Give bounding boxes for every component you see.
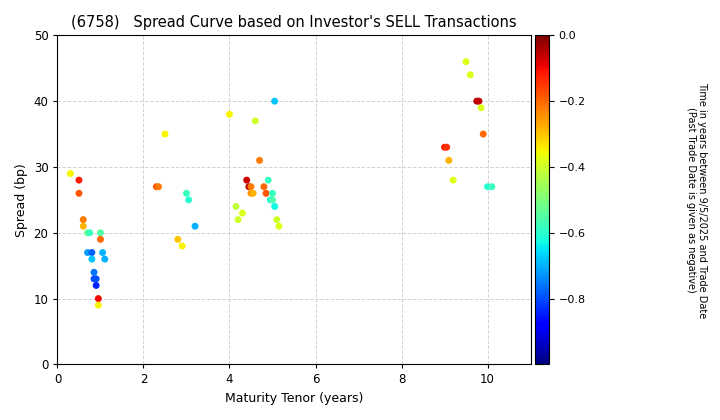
Point (243, 184, 255, 190)
Point (99, 256, 111, 262)
Point (183, 197, 194, 203)
Point (86, 249, 98, 256)
Point (78, 216, 89, 223)
Point (224, 111, 235, 118)
Point (261, 190, 272, 197)
Point (82, 249, 94, 256)
Point (172, 236, 184, 243)
Point (93, 302, 104, 309)
Point (73, 177, 85, 184)
Point (246, 184, 257, 190)
Y-axis label: Time in years between 9/5/2025 and Trade Date
(Past Trade Date is given as negat: Time in years between 9/5/2025 and Trade… (686, 82, 708, 318)
Point (482, 184, 493, 190)
Point (150, 184, 162, 190)
Point (176, 243, 188, 249)
Point (93, 295, 104, 302)
Point (477, 131, 489, 137)
Point (464, 71, 476, 78)
Point (460, 58, 472, 65)
Point (269, 203, 280, 210)
Point (471, 98, 482, 105)
Point (438, 144, 450, 151)
Point (91, 276, 102, 282)
Point (475, 105, 487, 111)
Point (486, 184, 498, 190)
Point (89, 276, 100, 282)
Point (89, 269, 100, 276)
Point (181, 190, 192, 197)
Point (78, 223, 89, 230)
Point (84, 229, 96, 236)
X-axis label: Maturity Tenor (years): Maturity Tenor (years) (225, 392, 363, 405)
Point (82, 229, 94, 236)
Point (237, 210, 248, 216)
Point (266, 197, 278, 203)
Point (447, 177, 459, 184)
Point (248, 190, 259, 197)
Point (258, 184, 270, 190)
Point (273, 223, 284, 230)
Point (254, 157, 266, 164)
Point (441, 144, 452, 151)
Point (189, 223, 201, 230)
Point (159, 131, 171, 137)
Point (153, 184, 164, 190)
Point (262, 177, 274, 184)
Point (271, 216, 282, 223)
Point (269, 98, 280, 105)
Title: (6758)   Spread Curve based on Investor's SELL Transactions: (6758) Spread Curve based on Investor's … (71, 15, 517, 30)
Point (73, 190, 85, 197)
Point (250, 118, 261, 124)
Point (65, 170, 76, 177)
Point (443, 157, 454, 164)
Point (233, 216, 244, 223)
Y-axis label: Spread (bp): Spread (bp) (15, 163, 28, 237)
Point (95, 236, 107, 243)
Point (91, 282, 102, 289)
Point (473, 98, 485, 105)
Point (266, 190, 278, 197)
Point (97, 249, 109, 256)
Point (246, 190, 257, 197)
Point (241, 177, 253, 184)
Point (264, 197, 276, 203)
Point (86, 256, 98, 262)
Point (230, 203, 242, 210)
Point (95, 229, 107, 236)
